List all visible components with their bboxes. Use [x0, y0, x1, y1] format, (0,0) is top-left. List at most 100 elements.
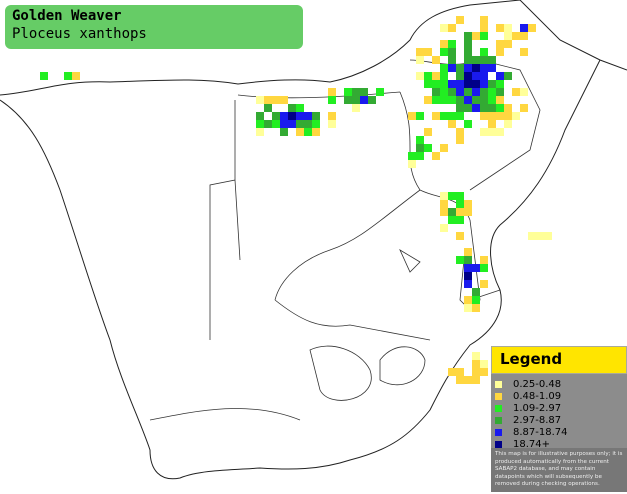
occurrence-cell [464, 120, 472, 128]
occurrence-cell [440, 24, 448, 32]
occurrence-cell [272, 96, 280, 104]
occurrence-cell [464, 256, 472, 264]
occurrence-cell [424, 128, 432, 136]
occurrence-cell [456, 368, 464, 376]
legend-swatch [495, 380, 502, 388]
occurrence-cell [480, 280, 488, 288]
legend-label: 8.87-18.74 [513, 426, 568, 438]
occurrence-cell [272, 112, 280, 120]
occurrence-cell [288, 120, 296, 128]
occurrence-cell [264, 104, 272, 112]
occurrence-cell [480, 72, 488, 80]
occurrence-cell [504, 120, 512, 128]
occurrence-cell [472, 376, 480, 384]
occurrence-cell [328, 88, 336, 96]
occurrence-cell [464, 64, 472, 72]
occurrence-cell [464, 32, 472, 40]
occurrence-cell [424, 144, 432, 152]
legend-swatch [495, 428, 502, 436]
occurrence-cell [440, 192, 448, 200]
occurrence-cell [504, 112, 512, 120]
legend-entry: 1.09-2.97 [495, 402, 627, 414]
occurrence-cell [520, 48, 528, 56]
legend-entry: 0.25-0.48 [495, 378, 627, 390]
occurrence-cell [432, 112, 440, 120]
occurrence-cell [296, 112, 304, 120]
occurrence-cell [480, 16, 488, 24]
occurrence-cell [480, 360, 488, 368]
occurrence-cell [328, 112, 336, 120]
occurrence-cell [368, 96, 376, 104]
occurrence-cell [464, 88, 472, 96]
occurrence-cell [304, 128, 312, 136]
occurrence-cell [432, 80, 440, 88]
occurrence-cell [464, 104, 472, 112]
occurrence-cell [488, 80, 496, 88]
occurrence-cell [304, 120, 312, 128]
occurrence-cell [352, 104, 360, 112]
occurrence-cell [504, 72, 512, 80]
occurrence-cell [464, 280, 472, 288]
occurrence-cell [504, 104, 512, 112]
legend: Legend 0.25-0.48 0.48-1.09 1.09-2.97 2.97-8… [491, 346, 627, 492]
occurrence-cell [480, 88, 488, 96]
occurrence-cell [520, 24, 528, 32]
occurrence-cell [416, 72, 424, 80]
occurrence-cell [264, 120, 272, 128]
occurrence-cell [456, 208, 464, 216]
occurrence-cell [456, 16, 464, 24]
occurrence-cell [456, 232, 464, 240]
occurrence-cell [312, 128, 320, 136]
occurrence-cell [480, 112, 488, 120]
occurrence-cell [440, 224, 448, 232]
legend-label: 1.09-2.97 [513, 402, 562, 414]
occurrence-cell [456, 200, 464, 208]
occurrence-cell [448, 112, 456, 120]
occurrence-cell [296, 128, 304, 136]
occurrence-cell [440, 96, 448, 104]
occurrence-cell [520, 104, 528, 112]
title-box: Golden Weaver Ploceus xanthops [5, 5, 303, 49]
occurrence-cell [480, 48, 488, 56]
occurrence-cell [280, 128, 288, 136]
occurrence-cell [408, 112, 416, 120]
occurrence-cell [520, 32, 528, 40]
occurrence-cell [448, 192, 456, 200]
occurrence-cell [480, 256, 488, 264]
occurrence-cell [448, 24, 456, 32]
occurrence-cell [440, 64, 448, 72]
occurrence-cell [456, 376, 464, 384]
occurrence-cell [480, 104, 488, 112]
occurrence-cell [448, 80, 456, 88]
occurrence-cell [440, 208, 448, 216]
occurrence-cell [472, 80, 480, 88]
occurrence-cell [464, 272, 472, 280]
occurrence-cell [464, 296, 472, 304]
legend-items: 0.25-0.48 0.48-1.09 1.09-2.97 2.97-8.87 8.87… [491, 374, 627, 450]
occurrence-cell [256, 120, 264, 128]
occurrence-cell [480, 24, 488, 32]
occurrence-cell [472, 32, 480, 40]
occurrence-cell [432, 72, 440, 80]
occurrence-cell [488, 96, 496, 104]
occurrence-cell [304, 112, 312, 120]
occurrence-cell [448, 48, 456, 56]
occurrence-cell [464, 96, 472, 104]
occurrence-cell [472, 304, 480, 312]
occurrence-cell [416, 152, 424, 160]
occurrence-cell [432, 56, 440, 64]
occurrence-cell [256, 112, 264, 120]
occurrence-cell [448, 208, 456, 216]
occurrence-cell [496, 80, 504, 88]
occurrence-cell [496, 128, 504, 136]
occurrence-cell [448, 40, 456, 48]
occurrence-cell [480, 128, 488, 136]
occurrence-cell [288, 104, 296, 112]
occurrence-cell [472, 352, 480, 360]
occurrence-cell [416, 136, 424, 144]
occurrence-cell [344, 96, 352, 104]
occurrence-cell [312, 112, 320, 120]
legend-label: 0.25-0.48 [513, 378, 562, 390]
occurrence-cell [416, 48, 424, 56]
legend-label: 18.74+ [513, 438, 551, 450]
